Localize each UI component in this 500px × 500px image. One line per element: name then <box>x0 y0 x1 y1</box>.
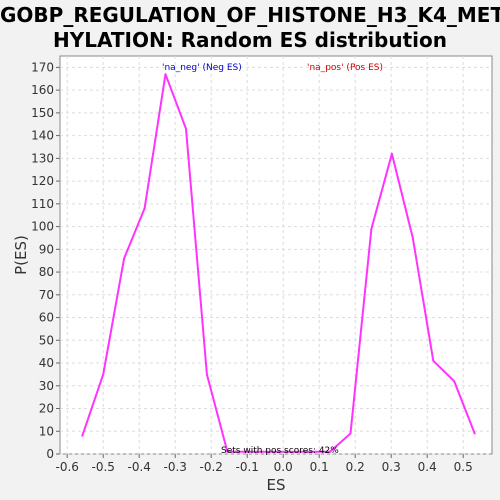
x-tick-label: 0.5 <box>454 460 473 474</box>
legend-neg-label: 'na_neg' (Neg ES) <box>162 63 242 73</box>
y-tick-label: 20 <box>39 402 54 416</box>
y-tick-label: 40 <box>39 356 54 370</box>
data-point <box>81 434 84 437</box>
x-axis-title: ES <box>267 476 286 494</box>
series-line <box>81 73 476 453</box>
y-tick-label: 0 <box>46 447 54 461</box>
y-tick-label: 130 <box>31 151 54 165</box>
x-tick-label: 0.1 <box>310 460 329 474</box>
data-point <box>411 236 414 239</box>
chart-title: GOBP_REGULATION_OF_HISTONE_H3_K4_MET HYL… <box>0 3 500 53</box>
y-tick-label: 10 <box>39 424 54 438</box>
y-tick-label: 160 <box>31 83 54 97</box>
data-point <box>473 432 476 435</box>
x-tick-label: 0.4 <box>418 460 437 474</box>
data-point <box>453 380 456 383</box>
x-tick-label: -0.3 <box>163 460 186 474</box>
pos-scores-annotation: Sets with pos scores: 42% <box>221 446 339 456</box>
y-tick-label: 30 <box>39 379 54 393</box>
axis-layer: -0.6 -0.5 -0.4 -0.3 -0.2 -0.1 0.0 0.1 0.2 0.3 0.4 0… <box>31 60 473 474</box>
y-tick-label: 50 <box>39 333 54 347</box>
data-point <box>370 227 373 230</box>
y-tick-label: 150 <box>31 106 54 120</box>
y-tick-label: 140 <box>31 129 54 143</box>
legend-pos-label: 'na_pos' (Pos ES) <box>307 63 383 73</box>
chart-title-line-2: HYLATION: Random ES distribution <box>52 28 447 52</box>
data-point <box>102 373 105 376</box>
series-layer <box>81 73 476 453</box>
y-tick-label: 90 <box>39 242 54 256</box>
data-point <box>349 432 352 435</box>
data-point <box>226 450 229 453</box>
y-tick-label: 70 <box>39 288 54 302</box>
y-tick-label: 170 <box>31 60 54 74</box>
x-tick-label: -0.6 <box>55 460 78 474</box>
x-tick-label: -0.4 <box>127 460 150 474</box>
y-tick-label: 100 <box>31 220 54 234</box>
data-point <box>143 207 146 210</box>
x-tick-label: -0.1 <box>235 460 258 474</box>
x-tick-label: 0.2 <box>346 460 365 474</box>
x-tick-label: -0.5 <box>91 460 114 474</box>
y-axis-title: P(ES) <box>12 235 30 275</box>
data-point <box>390 152 393 155</box>
y-tick-label: 80 <box>39 265 54 279</box>
y-tick-label: 60 <box>39 311 54 325</box>
data-point <box>164 73 167 76</box>
data-point <box>432 359 435 362</box>
x-tick-label: 0.3 <box>382 460 401 474</box>
data-point <box>123 257 126 260</box>
y-tick-label: 110 <box>31 197 54 211</box>
data-point <box>329 450 331 453</box>
x-tick-label: -0.2 <box>199 460 222 474</box>
data-point <box>205 373 208 376</box>
y-tick-label: 120 <box>31 174 54 188</box>
data-point <box>185 127 187 130</box>
chart-title-line-1: GOBP_REGULATION_OF_HISTONE_H3_K4_MET <box>0 3 500 27</box>
plot-area <box>59 55 493 455</box>
x-tick-label: 0.0 <box>274 460 293 474</box>
grid-layer <box>60 56 492 455</box>
